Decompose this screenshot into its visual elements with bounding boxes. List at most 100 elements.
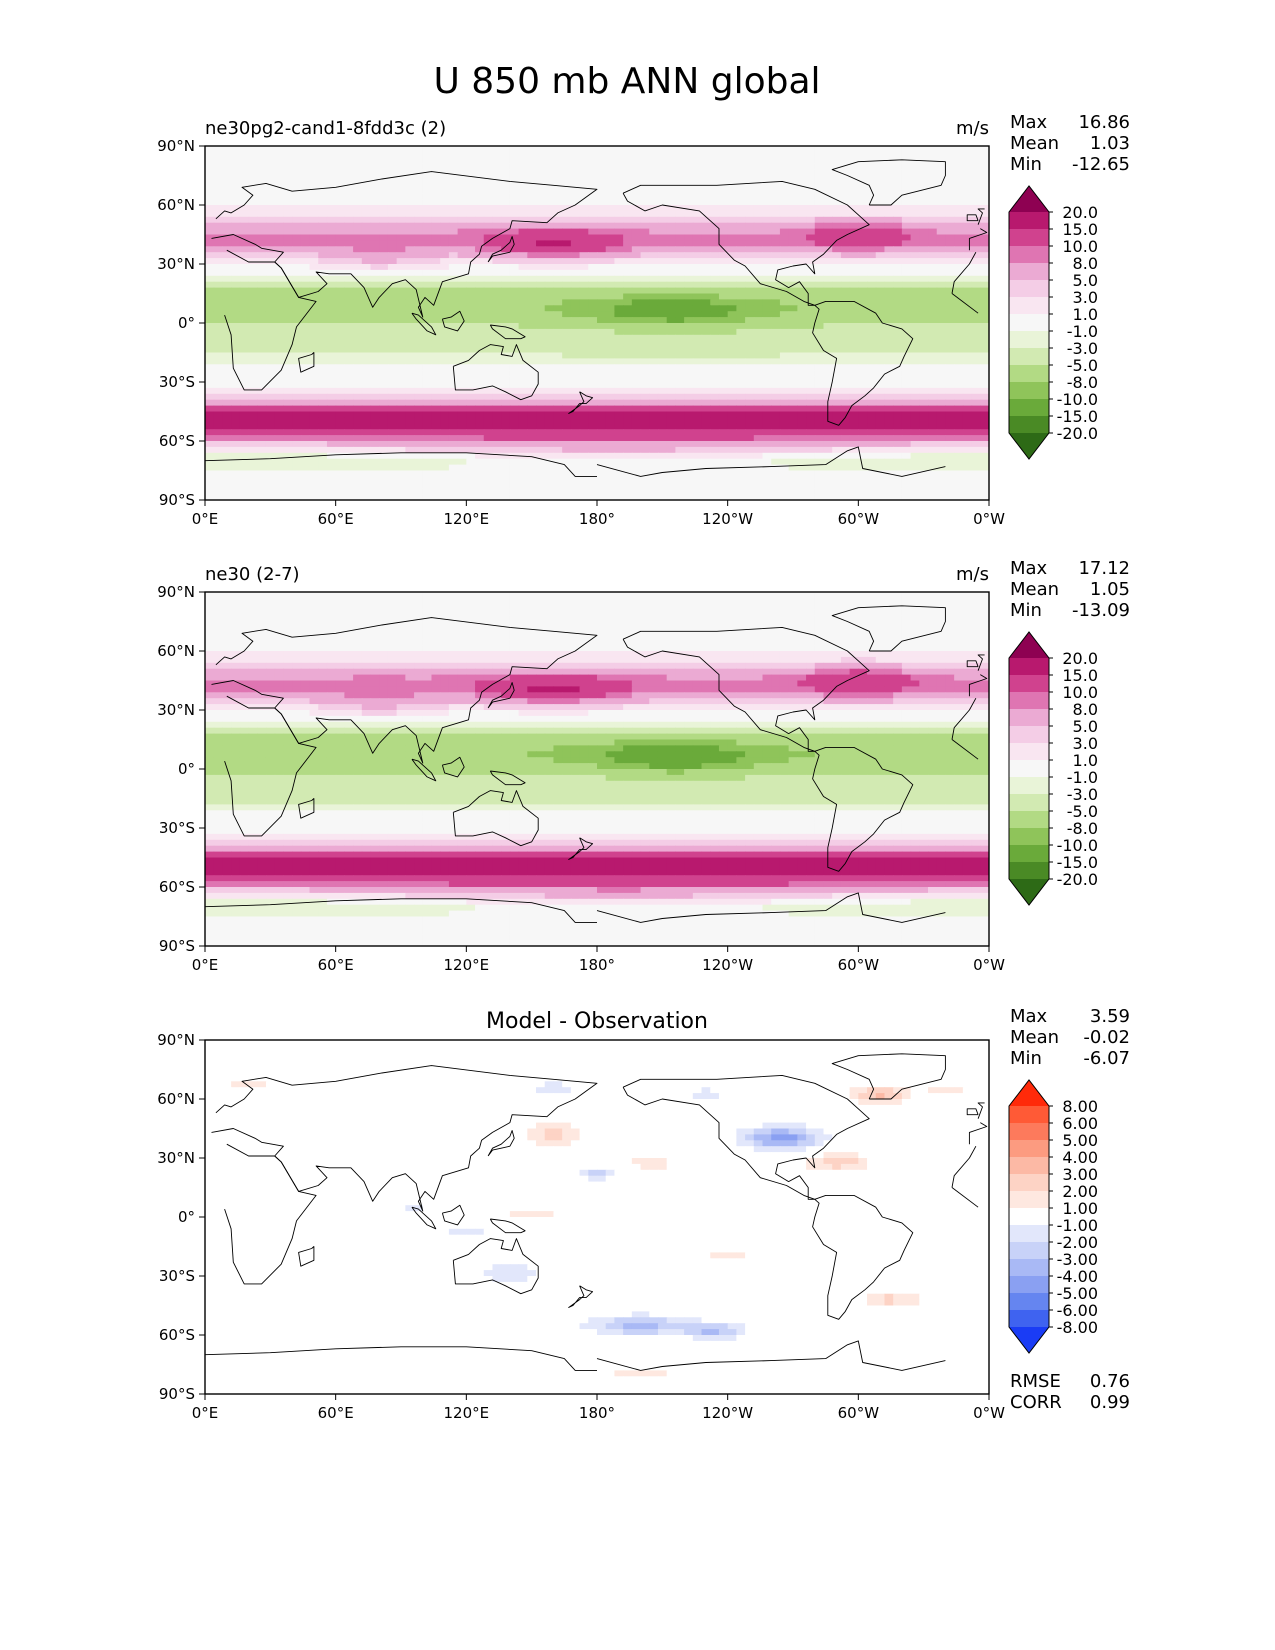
colorbar-label: -6.00 xyxy=(1057,1301,1098,1320)
colorbar-segment xyxy=(1009,314,1049,332)
colorbar-segment xyxy=(1009,365,1049,383)
colorbar-label: 6.00 xyxy=(1062,1114,1098,1133)
x-tick-label: 120°W xyxy=(702,1404,753,1422)
colorbar-label: 3.0 xyxy=(1073,288,1098,307)
y-tick-label: 0° xyxy=(178,314,195,332)
coastline xyxy=(622,626,870,752)
colorbar-label: -8.00 xyxy=(1057,1318,1098,1337)
colorbar-top-extension xyxy=(1009,1080,1049,1106)
colorbar-label: 8.0 xyxy=(1073,700,1098,719)
colorbar-label: -3.0 xyxy=(1067,785,1098,804)
x-tick-label: 180° xyxy=(579,956,615,974)
y-tick-label: 60°S xyxy=(159,878,195,896)
coastline xyxy=(966,214,979,222)
coastline xyxy=(951,697,977,740)
coastline xyxy=(211,171,598,318)
colorbar-segment xyxy=(1009,658,1049,676)
y-tick-label: 30°S xyxy=(159,1267,195,1285)
x-tick-label: 60°E xyxy=(318,956,354,974)
colorbar-label: 20.0 xyxy=(1062,649,1098,668)
colorbar-label: 4.00 xyxy=(1062,1148,1098,1167)
colorbar-bottom-extension xyxy=(1009,1327,1049,1353)
y-tick-label: 90°S xyxy=(159,491,195,509)
y-tick-label: 30°N xyxy=(157,255,195,273)
y-tick-label: 0° xyxy=(178,1208,195,1226)
coastline xyxy=(977,208,985,225)
colorbar-segment xyxy=(1009,828,1049,846)
coastline xyxy=(951,251,977,294)
coastline xyxy=(831,1053,946,1100)
x-tick-label: 180° xyxy=(579,510,615,528)
colorbar-label: 1.00 xyxy=(1062,1199,1098,1218)
coastline xyxy=(298,1246,315,1267)
y-tick-label: 90°S xyxy=(159,937,195,955)
colorbar-label: -20.0 xyxy=(1057,424,1098,443)
x-tick-label: 120°W xyxy=(702,510,753,528)
colorbar-label: -10.0 xyxy=(1057,390,1098,409)
coastline xyxy=(596,1340,946,1371)
y-tick-label: 30°S xyxy=(159,819,195,837)
colorbar-segment xyxy=(1009,862,1049,880)
colorbar-segment xyxy=(1009,348,1049,366)
colorbar-label: -2.00 xyxy=(1057,1233,1098,1252)
x-tick-label: 60°W xyxy=(838,956,880,974)
colorbar-segment xyxy=(1009,1106,1049,1124)
coastline xyxy=(205,1346,597,1371)
coastline xyxy=(622,1074,870,1200)
coastline xyxy=(596,446,946,477)
colorbar-label: -5.0 xyxy=(1067,356,1098,375)
colorbar-label: 8.00 xyxy=(1062,1097,1098,1116)
colorbar-label: 3.00 xyxy=(1062,1165,1098,1184)
coastline xyxy=(968,1122,988,1145)
colorbar-segment xyxy=(1009,1225,1049,1243)
coastline xyxy=(966,660,979,668)
metric-label: RMSE xyxy=(1010,1371,1061,1392)
coastline xyxy=(951,293,979,314)
coastline xyxy=(966,1108,979,1116)
colorbar-label: -15.0 xyxy=(1057,407,1098,426)
coastline xyxy=(622,180,870,306)
stat-value: 3.59 xyxy=(1090,1006,1130,1027)
colorbar-segment xyxy=(1009,1191,1049,1209)
colorbar-label: 20.0 xyxy=(1062,203,1098,222)
colorbar-label: -8.0 xyxy=(1067,819,1098,838)
units-label: m/s xyxy=(956,564,989,585)
colorbar-segment xyxy=(1009,280,1049,298)
colorbar-segment xyxy=(1009,675,1049,693)
x-tick-label: 0°W xyxy=(973,510,1005,528)
coastline xyxy=(205,898,597,923)
coastline xyxy=(452,790,539,847)
colorbar-segment xyxy=(1009,845,1049,863)
coastline xyxy=(951,739,979,760)
stat-label: Min xyxy=(1010,1048,1042,1069)
colorbar-label: 15.0 xyxy=(1062,220,1098,239)
colorbar-top-extension xyxy=(1009,632,1049,658)
colorbar-label: -15.0 xyxy=(1057,853,1098,872)
colorbar-segment xyxy=(1009,229,1049,247)
colorbar-label: 2.00 xyxy=(1062,1182,1098,1201)
y-tick-label: 0° xyxy=(178,760,195,778)
stat-label: Mean xyxy=(1010,133,1059,154)
coastline xyxy=(977,654,985,671)
colorbar-segment xyxy=(1009,1242,1049,1260)
colorbar-label: 8.0 xyxy=(1073,254,1098,273)
panel-title: Model - Observation xyxy=(486,1009,708,1034)
x-tick-label: 60°W xyxy=(838,1404,880,1422)
coastline xyxy=(489,1218,526,1234)
colorbar-segment xyxy=(1009,1276,1049,1294)
y-tick-label: 90°S xyxy=(159,1385,195,1403)
stat-value: 1.05 xyxy=(1090,579,1130,600)
coastlines-1 xyxy=(205,159,988,477)
coastlines-3 xyxy=(205,1053,988,1371)
metric-label: CORR xyxy=(1010,1392,1062,1413)
coastline xyxy=(411,1206,437,1230)
metric-value: 0.76 xyxy=(1090,1371,1130,1392)
y-tick-label: 60°S xyxy=(159,1326,195,1344)
coastline xyxy=(441,756,465,778)
stat-label: Max xyxy=(1010,558,1048,579)
x-tick-label: 0°W xyxy=(973,956,1005,974)
x-tick-label: 0°E xyxy=(192,956,219,974)
coastline xyxy=(968,674,988,697)
coastline xyxy=(452,1238,539,1295)
